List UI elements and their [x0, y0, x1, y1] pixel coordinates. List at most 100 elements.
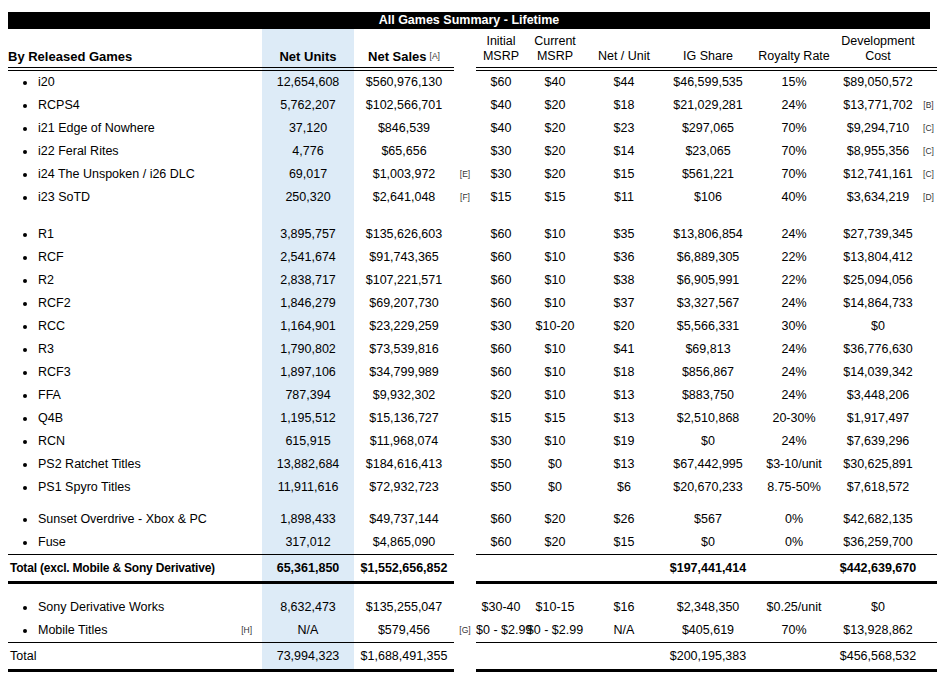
- cell-footnote-right: [920, 384, 937, 407]
- cell-net-sales: $846,539: [354, 117, 454, 140]
- cell-net-units: [262, 499, 354, 508]
- cell-dev-cost: $36,776,630: [836, 338, 920, 361]
- cell-net-units: 12,654,608: [262, 71, 354, 94]
- cell-royalty-rate: 8.75-50%: [752, 476, 836, 499]
- cell-footnote-right: [920, 476, 937, 499]
- cell-net-units: 3,895,757: [262, 223, 354, 246]
- cell-net-per-unit: $35: [584, 223, 664, 246]
- cell-royalty-rate: 70%: [752, 117, 836, 140]
- cell-current-msrp: $10-20: [526, 315, 584, 338]
- cell-net-per-unit: $16: [584, 596, 664, 619]
- game-name: i23 SoTD: [38, 190, 90, 204]
- cell-footnote-right: [920, 315, 937, 338]
- table-row: Sony Derivative Works 8,632,473 $135,255…: [8, 596, 937, 619]
- cell-ig-share: $3,327,567: [664, 292, 752, 315]
- cell-net-per-unit: $15: [584, 531, 664, 554]
- cell-game-name: RCF: [8, 246, 262, 269]
- cell-initial-msrp: $30: [476, 315, 526, 338]
- table-row: [8, 499, 937, 508]
- cell-current-msrp: $10: [526, 269, 584, 292]
- bullet-icon: [23, 629, 27, 633]
- table-row: R3 1,790,802 $73,539,816 $60 $10 $41 $69…: [8, 338, 937, 361]
- cell-dev-cost: $7,618,572: [836, 476, 920, 499]
- cell-net-sales: $65,656: [354, 140, 454, 163]
- cell-initial-msrp: $20: [476, 384, 526, 407]
- bullet-icon: [23, 417, 27, 421]
- bullet-icon: [23, 279, 27, 283]
- cell-net-per-unit: $20: [584, 315, 664, 338]
- cell-net-sales: $15,136,727: [354, 407, 454, 430]
- cell-net-per-unit: $38: [584, 269, 664, 292]
- cell-ig-share: $567: [664, 508, 752, 531]
- cell-royalty-rate: 24%: [752, 361, 836, 384]
- cell-footnote-right: [C]: [920, 163, 937, 186]
- cell-game-name: i21 Edge of Nowhere: [8, 117, 262, 140]
- table-row: FFA 787,394 $9,932,302 $20 $10 $13 $883,…: [8, 384, 937, 407]
- table-row: Mobile Titles [H] N/A $579,456 [G] $0 - …: [8, 619, 937, 642]
- cell-net-sales: $184,616,413: [354, 453, 454, 476]
- cell-ig-share: $561,221: [664, 163, 752, 186]
- cell-footnote-mid: [454, 140, 476, 163]
- page-title: All Games Summary - Lifetime: [379, 13, 560, 27]
- cell-net-per-unit: [584, 584, 664, 596]
- cell-royalty-rate: 70%: [752, 163, 836, 186]
- cell-royalty-rate: 40%: [752, 186, 836, 209]
- cell-game-name: Total (excl. Mobile & Sony Derivative): [8, 554, 262, 584]
- cell-ig-share: $6,905,991: [664, 269, 752, 292]
- cell-net-per-unit: $26: [584, 508, 664, 531]
- cell-net-per-unit: $18: [584, 361, 664, 384]
- cell-footnote-mid: [454, 269, 476, 292]
- cell-footnote-right: [B]: [920, 94, 937, 117]
- bullet-icon: [23, 518, 27, 522]
- cell-net-units: 1,898,433: [262, 508, 354, 531]
- cell-net-units: 1,195,512: [262, 407, 354, 430]
- game-name: i21 Edge of Nowhere: [38, 121, 155, 135]
- cell-footnote-mid: [454, 584, 476, 596]
- cell-net-per-unit: $41: [584, 338, 664, 361]
- header-current-msrp: Current MSRP: [526, 29, 584, 71]
- cell-royalty-rate: [752, 209, 836, 223]
- cell-game-name: i22 Feral Rites: [8, 140, 262, 163]
- game-name: i22 Feral Rites: [38, 144, 119, 158]
- cell-net-per-unit: $13: [584, 407, 664, 430]
- cell-royalty-rate: 20-30%: [752, 407, 836, 430]
- table-row: RCC 1,164,901 $23,229,259 $30 $10-20 $20…: [8, 315, 937, 338]
- bullet-icon: [23, 606, 27, 610]
- cell-ig-share: $2,510,868: [664, 407, 752, 430]
- cell-royalty-rate: 0%: [752, 508, 836, 531]
- cell-footnote-right: [920, 361, 937, 384]
- cell-net-sales: $34,799,989: [354, 361, 454, 384]
- table-row: i24 The Unspoken / i26 DLC 69,017 $1,003…: [8, 163, 937, 186]
- cell-initial-msrp: $50: [476, 453, 526, 476]
- cell-game-name: Sunset Overdrive - Xbox & PC: [8, 508, 262, 531]
- cell-footnote-mid: [454, 508, 476, 531]
- cell-ig-share: $297,065: [664, 117, 752, 140]
- table-row: i22 Feral Rites 4,776 $65,656 $30 $20 $1…: [8, 140, 937, 163]
- cell-game-name: i23 SoTD: [8, 186, 262, 209]
- cell-current-msrp: $10: [526, 292, 584, 315]
- cell-game-name: R1: [8, 223, 262, 246]
- cell-initial-msrp: $60: [476, 71, 526, 94]
- cell-footnote-right: [920, 338, 937, 361]
- bullet-icon: [23, 371, 27, 375]
- game-name: RCN: [38, 434, 65, 448]
- cell-ig-share: $21,029,281: [664, 94, 752, 117]
- cell-footnote-mid: [454, 246, 476, 269]
- table-body: i20 12,654,608 $560,976,130 $60 $40 $44 …: [8, 71, 937, 672]
- table-row: RCF3 1,897,106 $34,799,989 $60 $10 $18 $…: [8, 361, 937, 384]
- cell-net-units: 37,120: [262, 117, 354, 140]
- cell-net-units: 13,882,684: [262, 453, 354, 476]
- cell-net-per-unit: $18: [584, 94, 664, 117]
- cell-footnote-right: [920, 508, 937, 531]
- cell-royalty-rate: 15%: [752, 71, 836, 94]
- table-row: R1 3,895,757 $135,626,603 $60 $10 $35 $1…: [8, 223, 937, 246]
- cell-net-units: 1,164,901: [262, 315, 354, 338]
- cell-net-units: 1,846,279: [262, 292, 354, 315]
- table-row: RCPS4 5,762,207 $102,566,701 $40 $20 $18…: [8, 94, 937, 117]
- bullet-icon: [23, 440, 27, 444]
- game-name: Fuse: [38, 535, 66, 549]
- cell-current-msrp: $20: [526, 163, 584, 186]
- cell-game-name: PS2 Ratchet Titles: [8, 453, 262, 476]
- cell-net-units: 5,762,207: [262, 94, 354, 117]
- cell-net-per-unit: $13: [584, 384, 664, 407]
